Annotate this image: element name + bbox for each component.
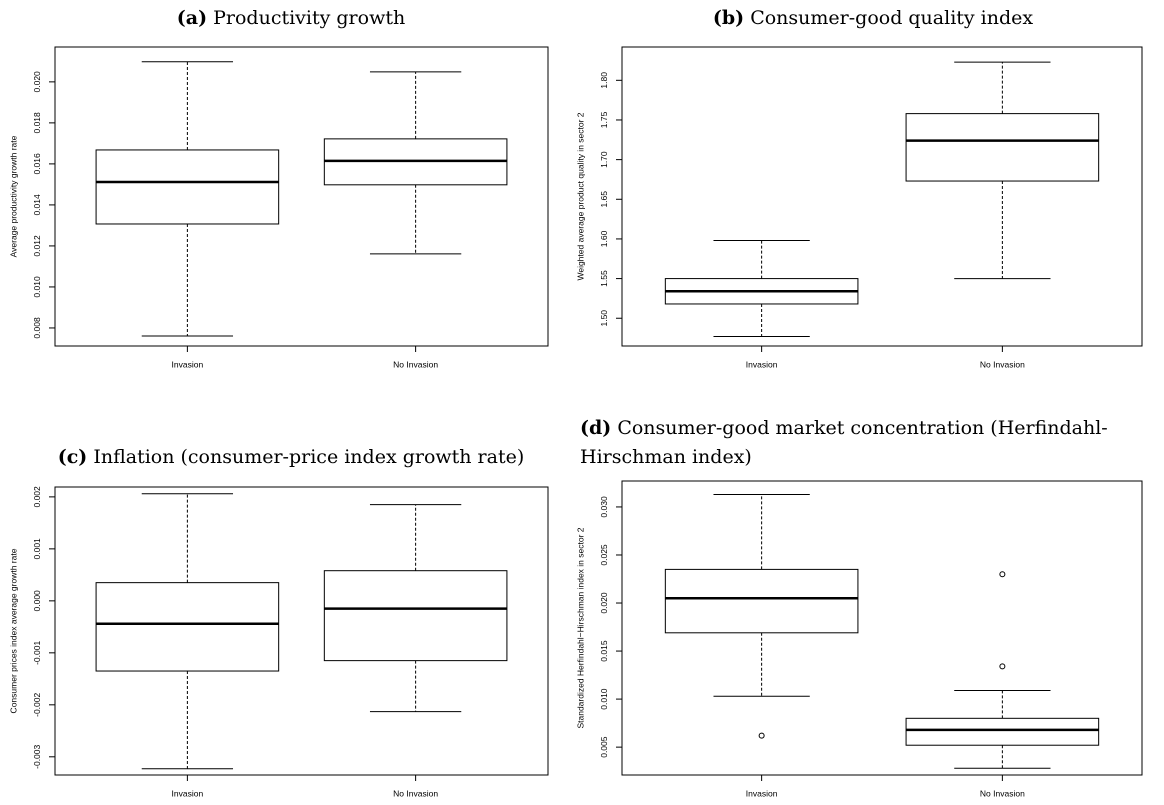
y-tick-label: 0.030 [599,496,609,518]
y-tick-label: 0.012 [32,235,42,257]
x-tick-label: Invasion [172,359,204,369]
box [95,149,280,225]
panel-title: (a) Productivity growth [0,4,582,33]
y-axis-label: Standardized Herfindahl−Hirschman index … [575,527,585,728]
y-tick-label: 0.025 [599,544,609,566]
panel-title-text: Consumer-good market concentration (Herf… [580,417,1108,468]
panel-title: (c) Inflation (consumer-price index grow… [0,443,582,472]
x-tick-label: No Invasion [393,788,438,798]
y-tick-label: -0.002 [32,693,42,717]
box [905,717,1100,746]
y-tick-label: 0.020 [599,592,609,614]
box [95,582,280,672]
box [664,568,859,634]
y-tick-label: 0.020 [32,71,42,93]
panel-label: (c) [57,446,88,468]
plot-frame [54,46,549,347]
y-tick-label: 0.000 [32,590,42,612]
y-tick-label: 1.50 [599,310,609,327]
plot-frame [621,46,1143,347]
y-tick-label: 1.75 [599,111,609,128]
panel-title-text: Consumer-good quality index [750,7,1034,29]
y-tick-label: 0.010 [599,688,609,710]
panel-label: (d) [580,417,612,439]
box [905,113,1100,182]
y-tick-label: 0.014 [32,194,42,216]
y-tick-label: 0.015 [599,640,609,662]
plot-frame [54,486,549,776]
y-tick-label: 0.016 [32,153,42,175]
y-axis-label: Weighted average product quality in sect… [575,112,585,280]
y-tick-label: 0.001 [32,538,42,560]
x-tick-label: No Invasion [980,788,1025,798]
x-tick-label: Invasion [746,788,778,798]
plot-frame [621,480,1143,776]
y-tick-label: 1.65 [599,191,609,208]
y-tick-label: 0.010 [32,276,42,298]
x-tick-label: Invasion [746,359,778,369]
panel-title: (d) Consumer-good market concentration (… [580,414,1164,472]
panel-title-text: Productivity growth [213,7,406,29]
y-tick-label: 0.018 [32,112,42,134]
panel-title-text: Inflation (consumer-price index growth r… [93,446,525,468]
y-tick-label: 1.60 [599,230,609,247]
y-tick-label: 0.002 [32,486,42,508]
outlier [999,571,1006,578]
y-tick-label: 0.008 [32,317,42,339]
x-tick-label: No Invasion [980,359,1025,369]
box [323,570,508,662]
panel-label: (a) [176,7,208,29]
y-tick-label: 0.005 [599,736,609,758]
y-tick-label: 1.55 [599,270,609,287]
y-axis-label: Average productivity growth rate [8,135,18,257]
outlier [758,732,765,739]
panel-title: (b) Consumer-good quality index [582,4,1164,33]
x-tick-label: No Invasion [393,359,438,369]
x-tick-label: Invasion [172,788,204,798]
y-tick-label: 1.80 [599,72,609,89]
y-axis-label: Consumer prices index average growth rat… [8,548,18,713]
y-tick-label: -0.003 [32,744,42,768]
y-tick-label: -0.001 [32,641,42,665]
outlier [999,663,1006,670]
panel-label: (b) [712,7,745,29]
y-tick-label: 1.70 [599,151,609,168]
